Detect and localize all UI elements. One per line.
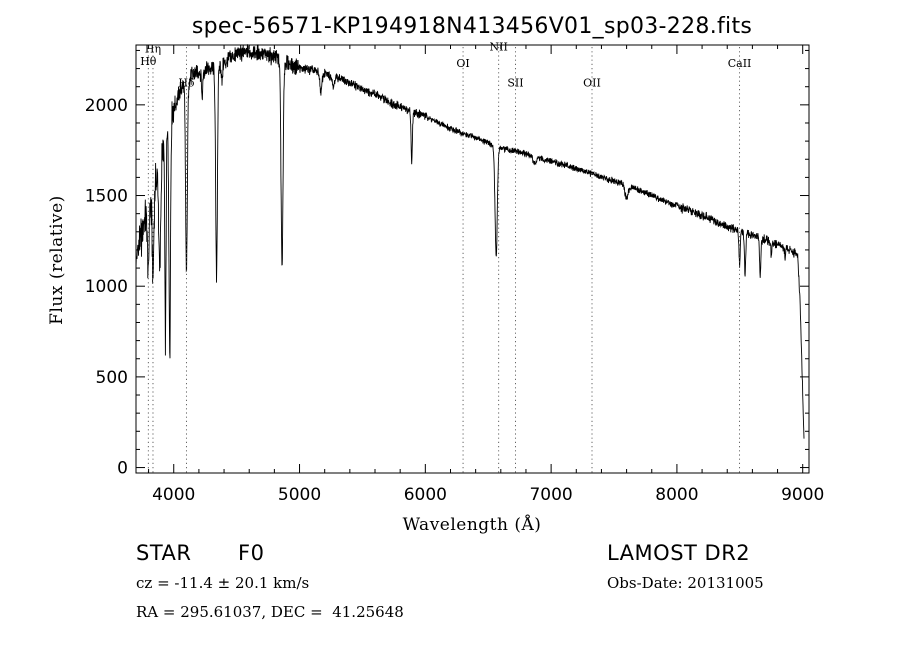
plot-frame <box>135 44 810 474</box>
x-tick-label: 7000 <box>529 485 572 505</box>
chart-title: spec-56571-KP194918N413456V01_sp03-228.f… <box>192 14 752 39</box>
line-marker-label: OI <box>456 57 469 70</box>
y-tick-label: 1500 <box>85 187 128 207</box>
y-axis-label: Flux (relative) <box>47 195 67 325</box>
spectrum-line <box>135 44 805 439</box>
line-marker-label: Hη <box>145 42 161 55</box>
y-tick-label: 1000 <box>85 277 128 297</box>
line-marker-label: NII <box>490 40 508 53</box>
x-tick-label: 4000 <box>152 485 195 505</box>
x-tick-label: 8000 <box>655 485 698 505</box>
object-class: STAR <box>136 541 192 565</box>
line-marker-label: CaII <box>728 57 752 70</box>
coordinates-text: RA = 295.61037, DEC = 41.25648 <box>136 603 404 621</box>
obs-date-text: Obs-Date: 20131005 <box>607 574 764 592</box>
redshift-text: cz = -11.4 ± 20.1 km/s <box>136 574 310 592</box>
y-tick-label: 2000 <box>85 96 128 116</box>
line-marker-label: OII <box>583 77 601 90</box>
x-tick-label: 9000 <box>781 485 824 505</box>
line-marker-label: Hθ <box>140 55 157 68</box>
x-axis-label: Wavelength (Å) <box>403 514 542 535</box>
y-tick-label: 0 <box>117 459 128 479</box>
y-tick-label: 500 <box>96 368 128 388</box>
x-tick-label: 5000 <box>278 485 321 505</box>
survey-name: LAMOST DR2 <box>607 541 751 565</box>
object-subclass: F0 <box>238 541 265 565</box>
line-marker-label: SII <box>507 77 523 90</box>
line-marker-label: Hδ <box>178 77 195 90</box>
x-tick-label: 6000 <box>404 485 447 505</box>
